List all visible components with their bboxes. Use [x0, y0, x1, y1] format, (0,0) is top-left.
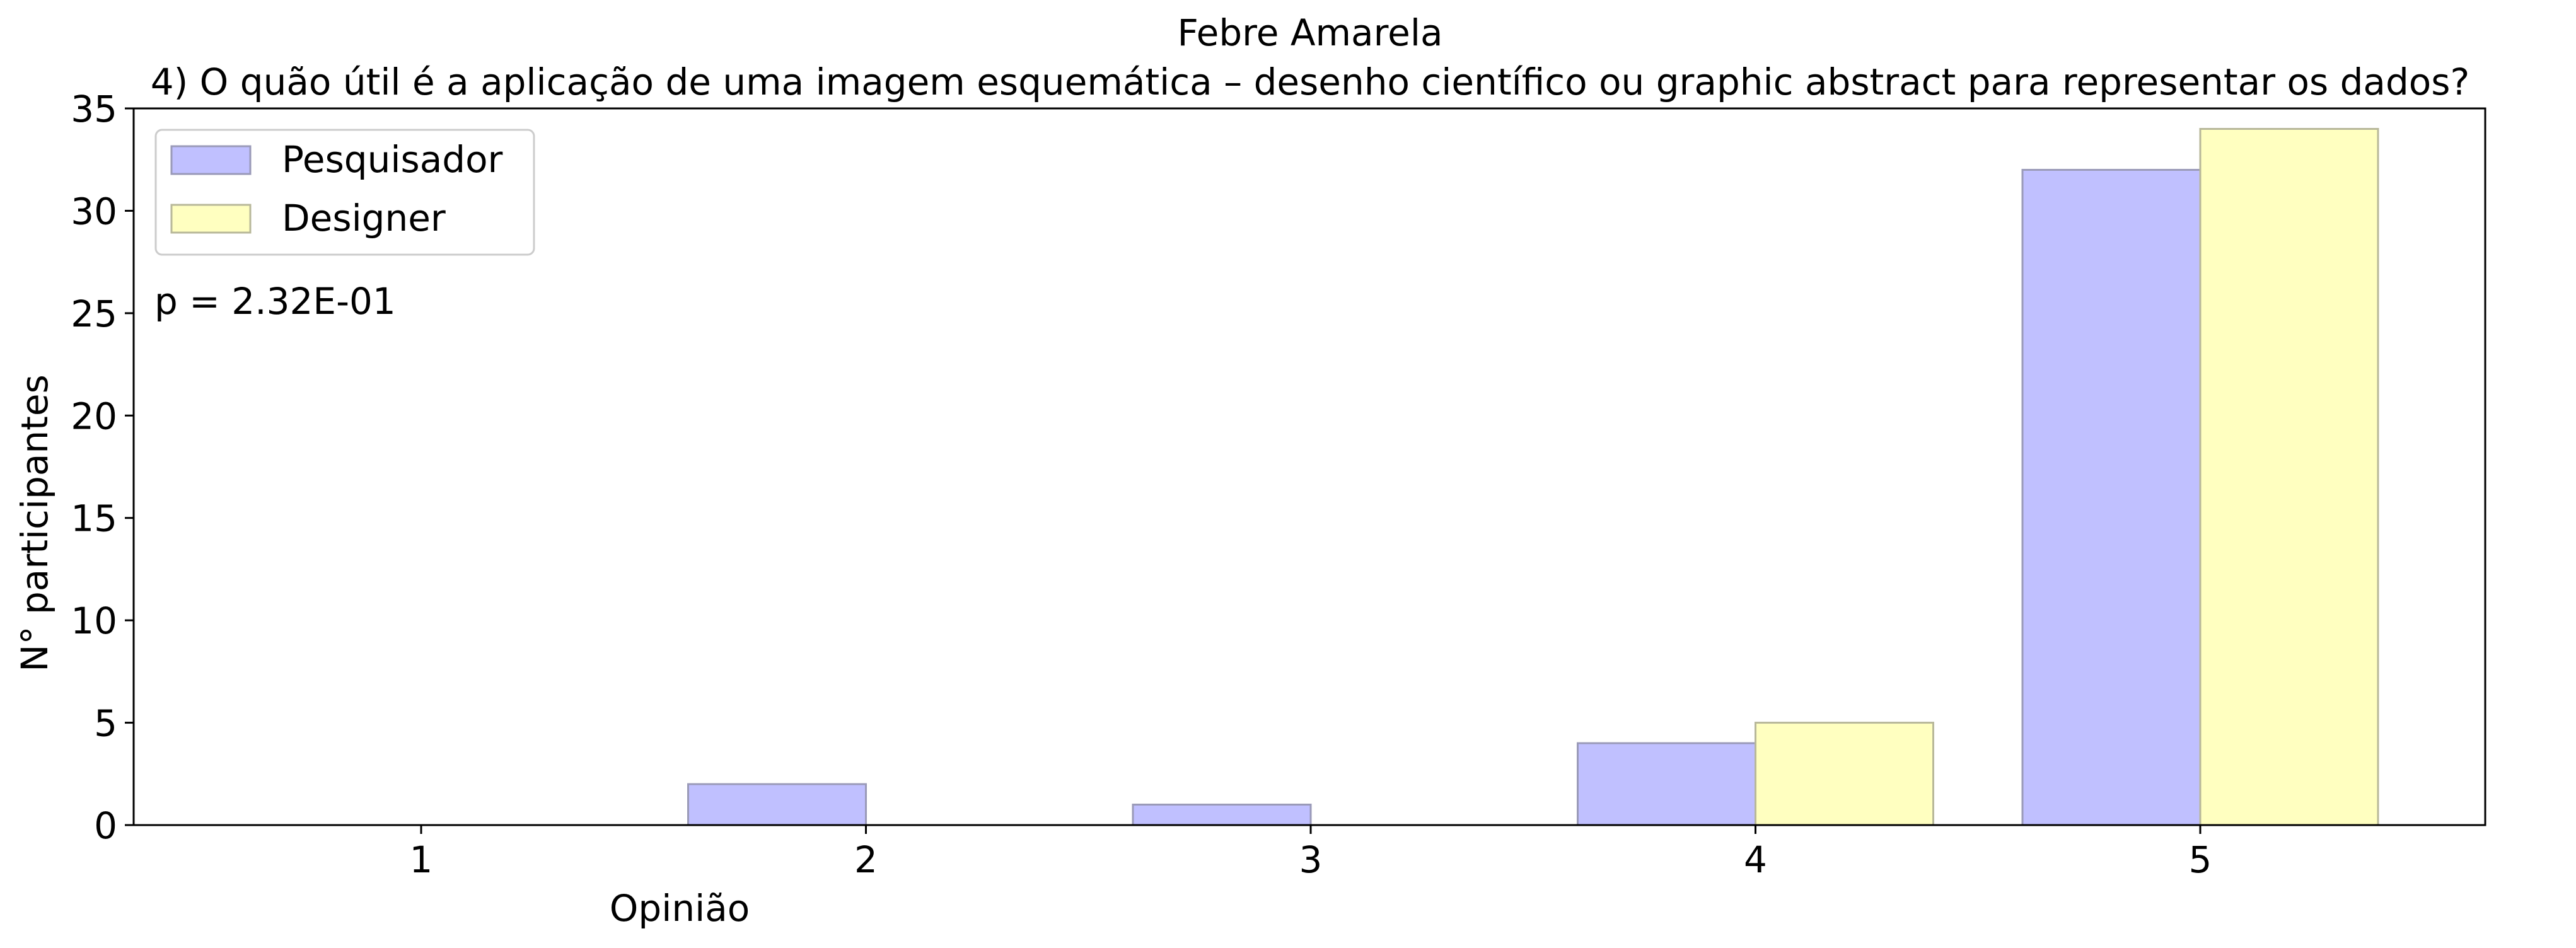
bar-pesquisador-2 [687, 783, 867, 826]
legend: Pesquisador Designer [154, 129, 535, 256]
p-value-annotation: p = 2.32E-01 [154, 280, 396, 323]
y-tick-label-20: 20 [71, 395, 117, 437]
x-axis: 1 2 3 4 5 [410, 825, 2212, 881]
y-tick-label-10: 10 [71, 599, 117, 642]
y-tick-label-35: 35 [71, 88, 117, 130]
legend-label-designer: Designer [282, 197, 446, 240]
chart-subtitle: 4) O quão útil é a aplicação de uma imag… [151, 61, 2470, 103]
bars-group [687, 127, 2379, 826]
chart-title: Febre Amarela [1177, 11, 1442, 54]
y-tick-label-5: 5 [94, 702, 117, 745]
x-tick-label-5: 5 [2189, 838, 2212, 881]
y-tick-label-15: 15 [71, 497, 117, 540]
bar-pesquisador-5 [2021, 168, 2202, 826]
plot-frame [132, 107, 2486, 826]
y-tick-label-30: 30 [71, 190, 117, 233]
bar-designer-4 [1755, 722, 1934, 826]
x-tick-label-3: 3 [1299, 838, 1323, 881]
legend-swatch-designer [170, 204, 252, 234]
y-axis-label: N° participantes [13, 374, 56, 672]
y-tick-label-25: 25 [71, 292, 117, 335]
y-tick-label-0: 0 [94, 804, 117, 847]
legend-swatch-pesquisador [170, 145, 252, 175]
x-tick-label-1: 1 [410, 838, 433, 881]
x-tick-label-4: 4 [1744, 838, 1767, 881]
x-axis-label: Opinião [610, 887, 750, 930]
bar-designer-5 [2199, 127, 2379, 826]
legend-label-pesquisador: Pesquisador [282, 138, 503, 181]
bar-pesquisador-4 [1577, 742, 1756, 826]
y-axis: 0 5 10 15 20 25 30 35 [71, 88, 134, 847]
bar-pesquisador-3 [1132, 804, 1312, 826]
x-tick-label-2: 2 [854, 838, 878, 881]
